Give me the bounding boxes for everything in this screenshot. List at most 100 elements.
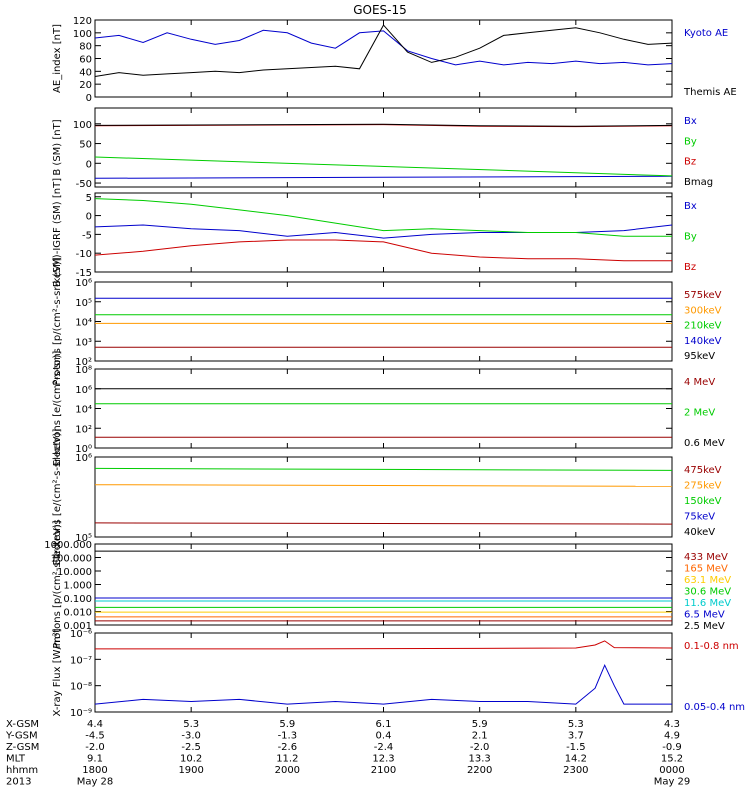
legend-label: 0.05-0.4 nm: [684, 702, 745, 713]
row-label: hhmm: [6, 765, 38, 776]
y-tick-label: 5: [86, 193, 92, 204]
legend-label: 4 MeV: [684, 377, 715, 388]
axis-value: May 28: [77, 777, 114, 788]
axis-value: 0.4: [376, 731, 392, 742]
axis-value: -1.3: [278, 731, 298, 742]
legend-label: 140keV: [684, 336, 722, 347]
y-tick-label: 100.000: [51, 554, 92, 565]
row-label: Y-GSM: [5, 731, 38, 742]
legend-label: 63.1 MeV: [684, 575, 731, 586]
axis-value: -4.5: [85, 731, 105, 742]
legend-label: 11.6 MeV: [684, 598, 731, 609]
legend-label: 165 MeV: [684, 564, 728, 575]
row-label: MLT: [6, 754, 26, 765]
axis-value: 0000: [659, 765, 684, 776]
axis-value: 5.3: [568, 719, 584, 730]
y-tick-label: -10: [76, 249, 92, 260]
series-line-bx: [94, 224, 673, 239]
legend-label: Bz: [684, 157, 696, 168]
y-tick-label: 10²: [75, 357, 92, 368]
legend-label: By: [684, 136, 697, 147]
y-tick-label: 100: [73, 29, 92, 40]
series-line-by: [94, 156, 673, 177]
legend-label: 575keV: [684, 290, 722, 301]
axis-value: 2200: [467, 765, 492, 776]
panel-frame: [94, 632, 673, 713]
y-tick-label: 10³: [75, 337, 92, 348]
y-axis-label: B (SM) [nT]: [52, 119, 63, 175]
axis-value: 4.4: [87, 719, 103, 730]
y-tick-label: 0: [86, 212, 92, 223]
y-tick-label: 10⁸: [75, 365, 92, 376]
panel-frame: [94, 281, 673, 362]
y-axis-label: Protons [p/(cm²-s-sr-keV)]: [52, 257, 63, 385]
legend-label: Kyoto AE: [684, 28, 728, 39]
y-tick-label: 0.001: [63, 621, 92, 632]
y-tick-label: 10⁵: [75, 298, 92, 309]
y-tick-label: -5: [82, 230, 92, 241]
panel-8: 10⁻⁹ 10⁻⁸ 10⁻⁷ 10⁻⁶ X-ray Flux [W/m²] 0.1-0.8…: [52, 628, 745, 719]
axis-value: 1900: [178, 765, 203, 776]
axis-value: 1800: [82, 765, 107, 776]
series-line-150kev: [94, 467, 673, 471]
y-tick-label: 0: [86, 159, 92, 170]
row-label: X-GSM: [6, 719, 39, 730]
legend-label: 30.6 MeV: [684, 587, 731, 598]
y-tick-label: 0: [86, 93, 92, 104]
axis-value: -2.6: [278, 742, 298, 753]
y-tick-label: 10⁻⁸: [70, 682, 92, 693]
legend-label: 2.5 MeV: [684, 621, 725, 632]
axis-value: -2.5: [181, 742, 201, 753]
y-axis-label: Electrons [e/(cm²-s-sr-keV)]: [52, 428, 63, 565]
legend-label: 2 MeV: [684, 408, 715, 419]
y-tick-label: -50: [76, 179, 92, 190]
panel-frame: [94, 368, 673, 449]
y-tick-label: 50: [79, 140, 92, 151]
axis-value: 2.1: [472, 731, 488, 742]
y-tick-label: 10⁵: [75, 533, 92, 544]
panel-6: 10⁵ 10⁶ Electrons [e/(cm²-s-sr-keV)] 475keV…: [52, 428, 722, 565]
axis-value: 12.3: [372, 754, 394, 765]
y-axis-label: Electrons [e/(cm²-s-sr)]: [52, 351, 63, 467]
y-tick-label: 10⁶: [75, 278, 92, 289]
y-axis-label: X-ray Flux [W/m²]: [52, 628, 63, 716]
y-tick-label: 10⁻⁶: [70, 629, 92, 640]
y-tick-label: 10⁻⁹: [70, 708, 92, 719]
legend-label: 475keV: [684, 465, 722, 476]
y-axis-label: AE_index [nT]: [52, 24, 63, 93]
series-line-bmag: [94, 123, 673, 127]
y-tick-label: 40: [79, 67, 92, 78]
series-line-275kev: [94, 484, 673, 487]
y-tick-label: 10⁻⁷: [70, 655, 92, 666]
legend-label: Bmag: [684, 177, 713, 188]
y-tick-label: 0.100: [63, 594, 92, 605]
axis-value: 5.9: [279, 719, 295, 730]
y-tick-label: 0.010: [63, 608, 92, 619]
legend-label: 300keV: [684, 305, 722, 316]
legend-label: By: [684, 232, 697, 243]
y-tick-label: 100: [73, 120, 92, 131]
series-line-kyoto-ae: [94, 29, 673, 66]
legend-label: 150keV: [684, 496, 722, 507]
y-tick-label: 10²: [75, 424, 92, 435]
series-line-475kev: [94, 522, 673, 525]
axis-value: -3.0: [181, 731, 201, 742]
axis-value: 14.2: [565, 754, 587, 765]
axis-value: 3.7: [568, 731, 584, 742]
legend-label: 75keV: [684, 512, 715, 523]
legend-label: 0.6 MeV: [684, 438, 725, 449]
series-line-0-1-0-8-nm: [95, 640, 673, 650]
row-label: 2013: [6, 777, 31, 788]
axis-value: 2300: [563, 765, 588, 776]
y-axis-label: B (SM)-IGRF (SM) [nT]: [52, 178, 63, 287]
y-tick-label: 10⁴: [75, 405, 92, 416]
legend-label: 6.5 MeV: [684, 610, 725, 621]
series-line-by: [94, 198, 672, 237]
y-tick-label: 120: [73, 16, 92, 27]
panel-frame: [94, 543, 673, 626]
axis-value: 15.2: [661, 754, 683, 765]
axis-value: 2100: [371, 765, 396, 776]
axis-value: 6.1: [376, 719, 392, 730]
